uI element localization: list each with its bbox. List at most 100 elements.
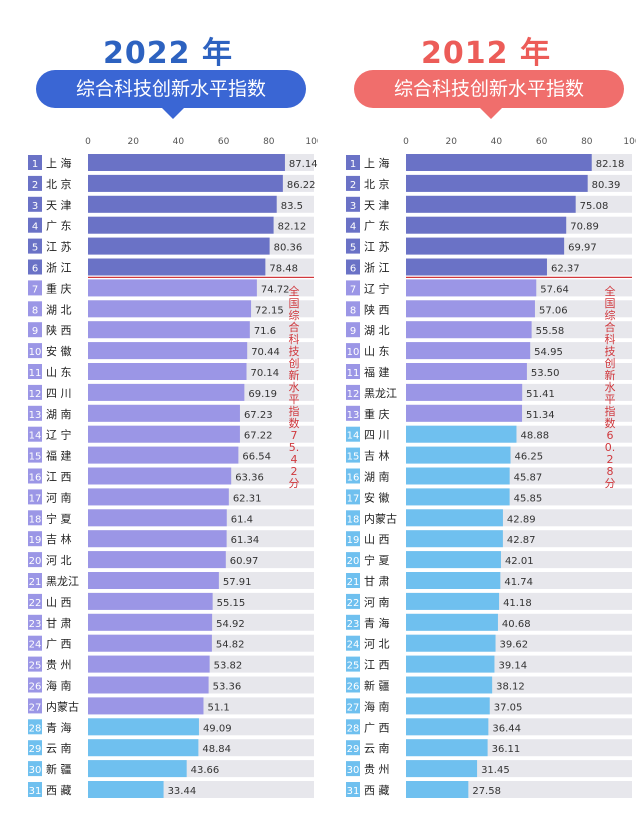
- rank-box: [28, 698, 42, 714]
- rank-number: 15: [29, 452, 42, 463]
- rank-number: 25: [29, 661, 42, 672]
- value-label: 45.85: [514, 493, 543, 504]
- province-label: 广 东: [46, 220, 72, 233]
- bar: [88, 174, 283, 192]
- x-tick-label: 100: [623, 137, 636, 147]
- value-label: 69.97: [568, 243, 597, 254]
- rank-box: [28, 217, 42, 233]
- value-label: 54.82: [216, 640, 245, 651]
- national-index-value-2012: 60.28: [604, 429, 616, 478]
- rank-number: 20: [29, 556, 42, 567]
- value-label: 41.74: [504, 577, 533, 588]
- rank-box: [28, 280, 42, 296]
- rank-box: [346, 677, 360, 693]
- bar: [88, 781, 164, 798]
- value-label: 31.45: [481, 765, 510, 776]
- value-label: 42.87: [507, 535, 536, 546]
- rank-number: 14: [29, 431, 42, 442]
- rank-number: 3: [32, 201, 38, 212]
- rank-box: [346, 175, 360, 191]
- value-label: 86.22: [287, 180, 316, 191]
- value-label: 69.19: [248, 389, 277, 400]
- rank-number: 29: [347, 744, 360, 755]
- bar: [88, 195, 277, 213]
- rank-number: 6: [32, 264, 38, 275]
- bar: [406, 488, 510, 506]
- value-label: 74.72: [261, 284, 290, 295]
- value-label: 36.11: [492, 744, 521, 755]
- province-label: 西 藏: [46, 784, 72, 797]
- province-label: 陕 西: [364, 302, 390, 316]
- value-label: 48.84: [202, 744, 231, 755]
- province-label: 福 建: [364, 365, 390, 379]
- value-label: 67.22: [244, 431, 273, 442]
- rank-box: [28, 322, 42, 338]
- bar: [88, 258, 266, 276]
- province-label: 湖 北: [46, 303, 72, 316]
- rank-box: [346, 322, 360, 338]
- national-index-value-2022: 75.42: [288, 429, 300, 478]
- province-label: 广 西: [46, 638, 72, 651]
- bar: [406, 404, 523, 422]
- bar: [406, 279, 537, 297]
- bar: [88, 634, 212, 652]
- bar: [406, 237, 565, 255]
- rank-number: 1: [350, 159, 356, 170]
- province-label: 湖 南: [46, 408, 72, 421]
- rank-box: [28, 677, 42, 693]
- bar: [406, 592, 500, 610]
- bar: [88, 551, 226, 569]
- province-label: 北 京: [364, 177, 390, 191]
- value-label: 43.66: [191, 765, 220, 776]
- bar: [406, 760, 478, 778]
- rank-box: [346, 593, 360, 609]
- rank-box: [28, 593, 42, 609]
- province-label: 江 苏: [364, 241, 390, 254]
- rank-box: [346, 280, 360, 296]
- province-label: 黑龙江: [46, 575, 79, 588]
- rank-number: 11: [29, 368, 42, 379]
- province-label: 河 南: [364, 596, 390, 609]
- rank-number: 28: [29, 723, 42, 734]
- province-label: 四 川: [364, 429, 390, 442]
- rank-box: [346, 573, 360, 588]
- province-label: 浙 江: [364, 262, 390, 275]
- province-label: 吉 林: [364, 449, 390, 463]
- province-label: 广 东: [364, 220, 390, 233]
- rank-number: 10: [29, 347, 42, 358]
- bar: [406, 300, 535, 318]
- rank-number: 22: [29, 598, 42, 609]
- rank-number: 21: [347, 577, 360, 588]
- rank-box: [28, 719, 42, 735]
- bar: [88, 404, 240, 422]
- province-label: 天 津: [364, 199, 390, 212]
- bar: [406, 739, 488, 757]
- rank-box: [28, 301, 42, 317]
- province-label: 江 苏: [46, 241, 72, 254]
- badge-pointer-2012: [479, 107, 503, 119]
- chart-title-2022: 2022 年: [103, 36, 233, 71]
- value-label: 63.36: [235, 473, 264, 484]
- rank-number: 12: [347, 389, 360, 400]
- bar: [406, 195, 576, 213]
- value-label: 53.50: [531, 368, 560, 379]
- bar: [88, 383, 245, 401]
- x-tick-label: 60: [218, 137, 230, 147]
- bar: [88, 342, 248, 360]
- rank-number: 30: [29, 765, 42, 776]
- value-label: 70.44: [251, 347, 280, 358]
- value-label: 83.5: [281, 201, 303, 212]
- chart-title-2012: 2012 年: [421, 36, 551, 71]
- rank-box: [346, 447, 360, 463]
- bar: [88, 216, 274, 234]
- bar: [406, 216, 567, 234]
- rank-box: [346, 196, 360, 212]
- rank-number: 10: [347, 347, 360, 358]
- value-label: 49.09: [203, 723, 232, 734]
- province-label: 陕 西: [46, 323, 72, 337]
- rank-box: [346, 259, 360, 275]
- province-label: 云 南: [364, 742, 390, 755]
- rank-box: [346, 238, 360, 254]
- bar: [88, 446, 239, 464]
- province-label: 吉 林: [46, 532, 72, 546]
